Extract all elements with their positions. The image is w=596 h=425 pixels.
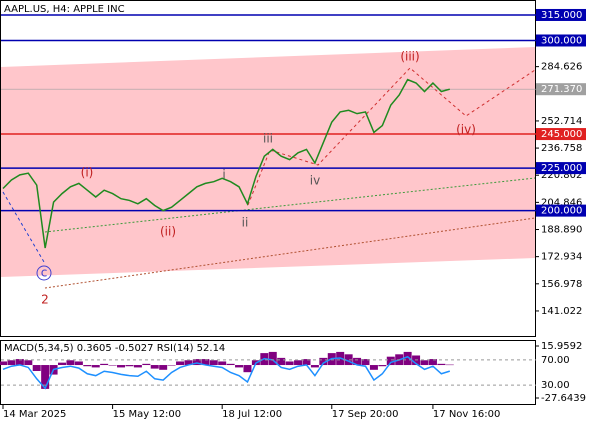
wave-label: iv [310, 174, 320, 188]
macd-bar [353, 357, 362, 366]
macd-bar [403, 351, 412, 366]
macd-bar [24, 360, 33, 366]
macd-bar [310, 365, 319, 368]
macd-bar [378, 365, 387, 367]
level-label: 200.000 [541, 206, 582, 217]
macd-bar [268, 351, 277, 366]
level-label: 300.000 [541, 35, 582, 46]
x-tick-label: 17 Sep 20:00 [332, 409, 399, 420]
wave-label: i [222, 168, 225, 182]
x-tick-label: 14 Mar 2025 [3, 409, 66, 420]
level-label: 225.000 [541, 163, 582, 174]
x-tick-label: 15 May 12:00 [113, 409, 182, 420]
macd-bar [344, 354, 353, 366]
level-tag [536, 34, 586, 47]
macd-bar [218, 361, 227, 366]
macd-bar [83, 365, 92, 367]
macd-bar [192, 359, 201, 366]
macd-bar [201, 359, 210, 366]
macd-bar [125, 365, 134, 367]
macd-bar [0, 361, 7, 366]
macd-bar [277, 357, 286, 366]
macd-bar [319, 357, 328, 366]
macd-bar [285, 361, 294, 366]
wave-label: ii [242, 216, 249, 230]
y-tick-label: 156.978 [541, 279, 582, 290]
level-label: 315.000 [541, 10, 582, 21]
macd-bar [41, 365, 50, 389]
channel [1, 47, 535, 277]
macd-bar [369, 365, 378, 370]
wave-label: (i) [81, 166, 94, 180]
y2-tick-label: 70.00 [541, 355, 570, 366]
y-tick-label: 252.714 [541, 116, 582, 127]
macd-bar [159, 365, 168, 370]
indicator-frame [0, 340, 536, 405]
macd-bar [243, 365, 252, 373]
macd-bar [361, 359, 370, 366]
y-tick-label: 236.758 [541, 143, 582, 154]
macd-bar [428, 359, 437, 366]
macd-bar [100, 363, 109, 366]
trend-line [44, 217, 536, 289]
macd-bar [167, 365, 176, 366]
macd-bar [133, 365, 142, 368]
macd-bar [184, 360, 193, 366]
price-line [2, 78, 450, 249]
macd-bar [74, 361, 83, 366]
wave-label: (ii) [160, 225, 176, 239]
macd-bar [209, 360, 218, 366]
wave-circle [36, 265, 52, 281]
macd-bar [108, 365, 117, 366]
indicator-title: MACD(5,34,5) 0.3605 -0.5027 RSI(14) 52.1… [4, 343, 225, 354]
level-tag [536, 83, 586, 96]
macd-bar [66, 360, 75, 366]
y-tick-label: 220.802 [541, 170, 582, 181]
macd-bar [294, 360, 303, 366]
wave-label: 2 [41, 293, 49, 307]
macd-bar [235, 365, 244, 368]
macd-bar [445, 364, 454, 366]
wave-label: (iv) [456, 123, 476, 137]
macd-bar [302, 359, 311, 366]
x-tick-label: 18 Jul 12:00 [222, 409, 282, 420]
macd-bar [420, 360, 429, 366]
macd-bar [58, 362, 67, 366]
level-label: 271.370 [541, 84, 582, 95]
y-tick-label: 284.626 [541, 62, 582, 73]
macd-bar [386, 356, 395, 366]
macd-bar [226, 363, 235, 366]
wave-label: iii [263, 132, 273, 146]
macd-bar [150, 365, 159, 369]
level-tag [536, 128, 586, 141]
macd-bar [142, 363, 151, 366]
wave-line [2, 191, 45, 263]
y-tick-label: -27.6439 [541, 393, 586, 404]
y-tick-label: 204.846 [541, 197, 582, 208]
wave-label: (iii) [400, 50, 419, 64]
wave-label: c [41, 266, 48, 280]
y-tick-label: 141.022 [541, 306, 582, 317]
level-tag [536, 162, 586, 175]
y2-tick-label: 30.00 [541, 380, 570, 391]
macd-bar [32, 365, 41, 371]
macd-bar [91, 365, 100, 368]
y-tick-label: 172.934 [541, 252, 582, 263]
level-tag [536, 8, 586, 21]
wave-line [247, 67, 536, 206]
macd-bar [117, 365, 126, 368]
level-tag [536, 204, 586, 217]
y-tick-label: 188.890 [541, 225, 582, 236]
macd-bar [7, 360, 16, 366]
x-tick-label: 17 Nov 16:00 [433, 409, 500, 420]
level-label: 245.000 [541, 129, 582, 140]
rsi-line [2, 355, 451, 390]
chart-title: AAPL.US, H4: APPLE INC [4, 4, 125, 15]
macd-bar [176, 361, 185, 366]
macd-bar [15, 359, 24, 366]
macd-bar [437, 363, 446, 366]
y-tick-label: 15.9592 [541, 341, 582, 352]
